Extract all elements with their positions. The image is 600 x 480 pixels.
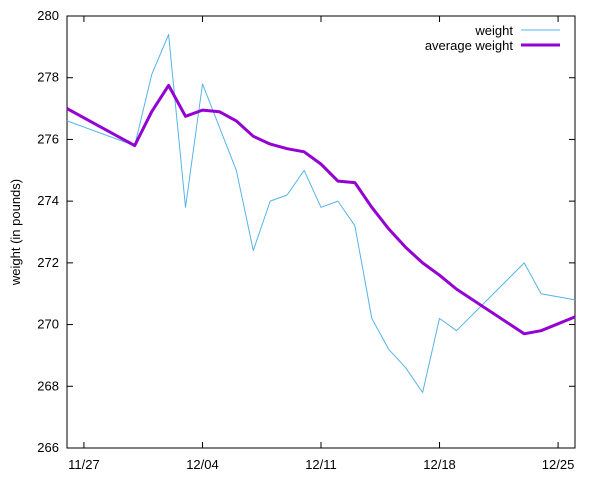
y-tick-label: 270 — [37, 317, 59, 332]
x-axis-ticks: 11/27 12/04 12/11 12/18 12/25 — [68, 16, 574, 472]
y-tick-label: 278 — [37, 70, 59, 85]
y-tick-label: 280 — [37, 8, 59, 23]
x-tick-label: 12/25 — [542, 457, 575, 472]
y-tick-label: 268 — [37, 378, 59, 393]
series-line-average-weight — [66, 83, 576, 336]
legend-label-average-weight: average weight — [425, 38, 514, 53]
series-line-weight — [66, 34, 576, 393]
y-tick-label: 276 — [37, 131, 59, 146]
plot-frame — [66, 15, 576, 449]
legend: weight average weight — [425, 23, 560, 53]
x-tick-label: 12/18 — [423, 457, 456, 472]
x-tick-label: 12/11 — [305, 457, 337, 472]
y-axis-ticks: 266 268 270 272 274 276 278 280 — [37, 8, 575, 455]
y-tick-label: 274 — [37, 193, 59, 208]
x-tick-label: 11/27 — [68, 457, 100, 472]
y-tick-label: 272 — [37, 255, 59, 270]
legend-label-weight: weight — [474, 23, 513, 38]
series-layer — [66, 34, 576, 393]
x-tick-label: 12/04 — [186, 457, 219, 472]
y-axis-label: weight (in pounds) — [8, 179, 23, 286]
y-tick-label: 266 — [37, 440, 59, 455]
